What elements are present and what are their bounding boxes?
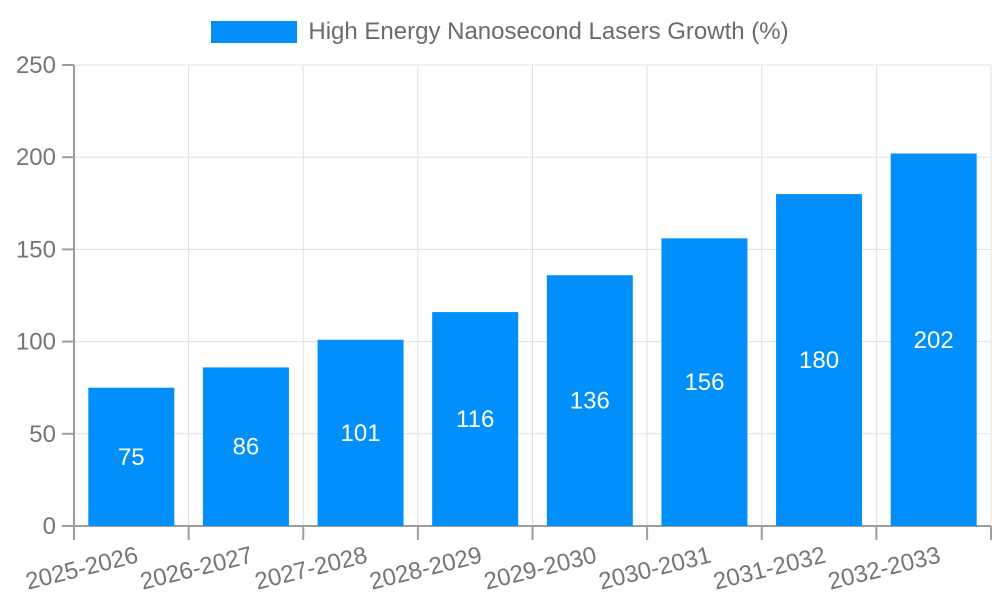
bar-value-label: 136 — [570, 388, 610, 415]
bar-value-label: 180 — [799, 347, 839, 374]
legend-label: High Energy Nanosecond Lasers Growth (%) — [308, 18, 789, 45]
bar-value-label: 116 — [456, 406, 494, 433]
bar[interactable] — [661, 238, 748, 526]
bar-value-label: 101 — [341, 420, 381, 447]
bar[interactable] — [202, 367, 289, 526]
bar-value-label: 156 — [684, 369, 724, 396]
x-tick-label: 2032-2033 — [825, 542, 943, 596]
bar[interactable] — [890, 153, 977, 526]
y-tick-label: 50 — [29, 421, 56, 448]
x-tick-label: 2028-2029 — [367, 542, 485, 596]
bar[interactable] — [776, 194, 863, 526]
y-tick-label: 0 — [43, 513, 56, 540]
x-tick-label: 2031-2032 — [711, 542, 829, 596]
bar-value-label: 75 — [118, 444, 145, 471]
bar[interactable] — [432, 312, 519, 526]
y-tick-label: 200 — [16, 144, 56, 171]
bar-value-label: 202 — [914, 327, 954, 354]
bar[interactable] — [88, 387, 175, 526]
x-tick-label: 2026-2027 — [137, 542, 255, 596]
y-tick-label: 100 — [16, 329, 56, 356]
chart-legend[interactable]: High Energy Nanosecond Lasers Growth (%) — [0, 10, 1000, 54]
y-tick-label: 150 — [16, 236, 56, 263]
x-tick-label: 2029-2030 — [481, 542, 599, 596]
bar[interactable] — [546, 275, 633, 526]
y-tick-label: 250 — [16, 52, 56, 79]
x-tick-label: 2025-2026 — [23, 542, 141, 596]
x-tick-label: 2030-2031 — [596, 542, 714, 596]
bar-value-label: 86 — [233, 434, 260, 461]
x-tick-label: 2027-2028 — [252, 542, 370, 596]
bar[interactable] — [317, 339, 404, 526]
legend-swatch — [211, 21, 298, 43]
